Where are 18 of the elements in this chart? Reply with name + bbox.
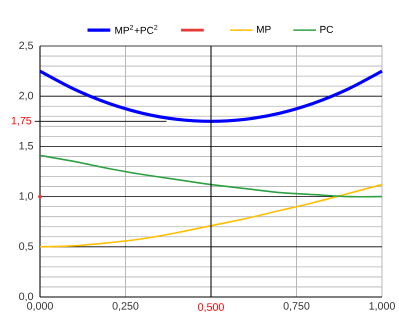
y-tick-label: 2,5 (19, 42, 34, 50)
y-tick-label: 0,0 (19, 292, 34, 302)
y-tick-label: 1,0 (20, 192, 34, 201)
line-series (38, 70, 384, 123)
x-tick-label: 0,250 (112, 302, 138, 311)
ref-line-label: 1,75 (12, 116, 32, 126)
legend-label: MP$^{2}$+PC$^{2}$ (115, 24, 158, 34)
x-tick-label: 1,000 (369, 302, 395, 311)
x-tick-label: 0,750 (284, 302, 310, 311)
y-tick-label: 2,0 (19, 92, 34, 101)
ref-line-label: 0,500 (198, 303, 224, 312)
legend-label: MP (256, 26, 271, 33)
x-tick-label: 0,000 (27, 302, 53, 311)
legend-label: PC (320, 26, 334, 33)
line-series (39, 154, 383, 198)
y-tick-label: 0,5 (19, 242, 34, 252)
y-tick-label: 1,5 (20, 142, 34, 151)
line-series (39, 184, 383, 248)
